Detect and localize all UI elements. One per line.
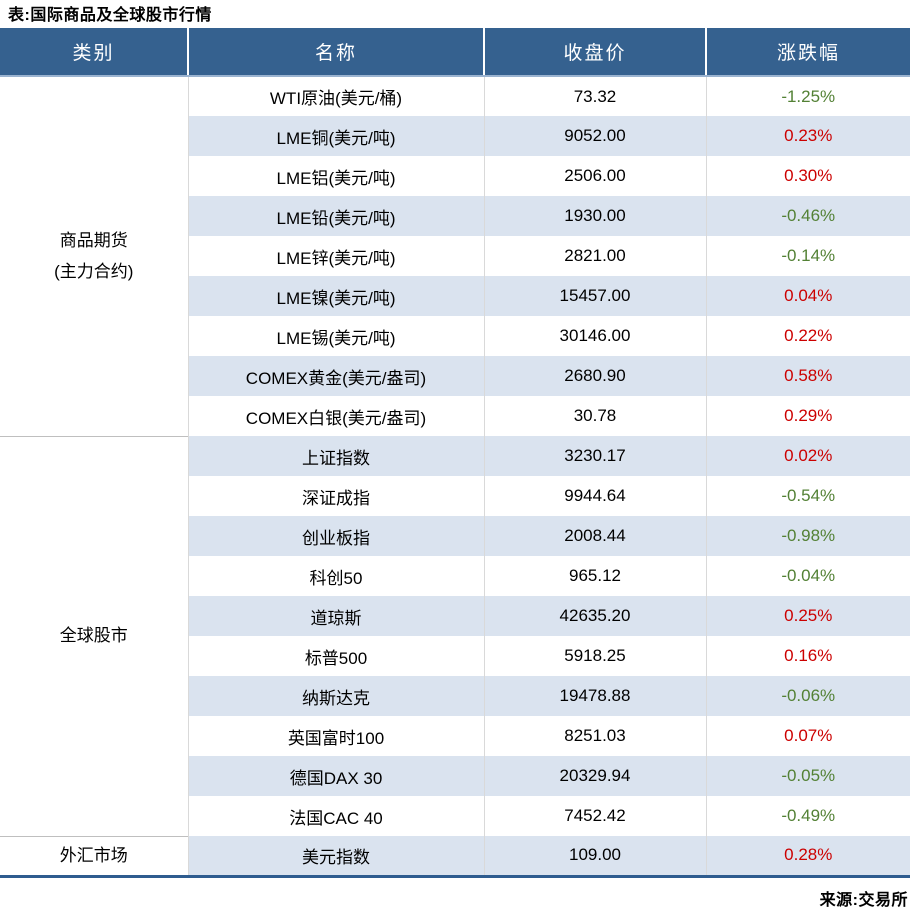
- change-cell: -0.46%: [705, 196, 910, 236]
- category-label-line: 外汇市场: [59, 845, 128, 865]
- name-cell: 美元指数: [188, 836, 484, 878]
- name-cell: COMEX白银(美元/盎司): [188, 396, 484, 436]
- table-row: 纳斯达克 19478.88 -0.06%: [0, 676, 910, 716]
- table-row: LME铜(美元/吨) 9052.00 0.23%: [0, 116, 910, 156]
- table-body: 商品期货 (主力合约) WTI原油(美元/桶) 73.32 -1.25% LME铜(美元/…: [0, 76, 910, 878]
- header-cell-close: 收盘价: [483, 28, 706, 77]
- name-cell: 德国DAX 30: [188, 756, 484, 796]
- table-row: LME镍(美元/吨) 15457.00 0.04%: [0, 276, 910, 316]
- close-cell: 1930.00: [483, 196, 706, 236]
- name-cell: 道琼斯: [188, 596, 484, 636]
- table-row: COMEX黄金(美元/盎司) 2680.90 0.58%: [0, 356, 910, 396]
- change-cell: 0.58%: [705, 356, 910, 396]
- table-row: 商品期货 (主力合约) WTI原油(美元/桶) 73.32 -1.25%: [0, 76, 910, 436]
- close-cell: 965.12: [483, 556, 706, 596]
- change-cell: 0.04%: [705, 276, 910, 316]
- category-cell: 全球股市: [0, 435, 189, 836]
- name-cell: LME锡(美元/吨): [188, 316, 484, 356]
- table-row: 德国DAX 30 20329.94 -0.05%: [0, 756, 910, 796]
- change-cell: 0.23%: [705, 116, 910, 156]
- category-cell: 商品期货 (主力合约): [0, 76, 189, 436]
- table-row: LME锡(美元/吨) 30146.00 0.22%: [0, 316, 910, 356]
- source-note: 来源:交易所: [819, 891, 908, 909]
- change-cell: -0.04%: [705, 556, 910, 596]
- change-cell: -0.05%: [705, 756, 910, 796]
- table-row: 创业板指 2008.44 -0.98%: [0, 516, 910, 556]
- change-cell: -1.25%: [705, 76, 910, 116]
- market-table: 类别 名称 收盘价 涨跌幅 商品期货 (主力合约) WTI原油(美元/桶) 73.32…: [0, 28, 910, 878]
- close-cell: 5918.25: [483, 636, 706, 676]
- table-row: 英国富时100 8251.03 0.07%: [0, 716, 910, 756]
- page-title: 表:国际商品及全球股市行情: [8, 7, 212, 24]
- close-cell: 19478.88: [483, 676, 706, 716]
- name-cell: 上证指数: [188, 436, 484, 476]
- table-row: 科创50 965.12 -0.04%: [0, 556, 910, 596]
- name-cell: WTI原油(美元/桶): [188, 76, 484, 116]
- close-cell: 9944.64: [483, 476, 706, 516]
- close-cell: 20329.94: [483, 756, 706, 796]
- close-cell: 2821.00: [483, 236, 706, 276]
- change-cell: 0.07%: [705, 716, 910, 756]
- close-cell: 2008.44: [483, 516, 706, 556]
- close-cell: 7452.42: [483, 796, 706, 836]
- name-cell: COMEX黄金(美元/盎司): [188, 356, 484, 396]
- name-cell: 深证成指: [188, 476, 484, 516]
- table-row: 外汇市场 美元指数 109.00 0.28%: [0, 835, 910, 878]
- change-cell: -0.49%: [705, 796, 910, 836]
- table-row: 全球股市 上证指数 3230.17 0.02%: [0, 435, 910, 836]
- change-cell: 0.28%: [705, 836, 910, 878]
- table-row: 道琼斯 42635.20 0.25%: [0, 596, 910, 636]
- name-cell: LME铜(美元/吨): [188, 116, 484, 156]
- change-cell: 0.22%: [705, 316, 910, 356]
- name-cell: 创业板指: [188, 516, 484, 556]
- change-cell: -0.54%: [705, 476, 910, 516]
- header-row: 类别 名称 收盘价 涨跌幅: [0, 28, 910, 77]
- change-cell: -0.14%: [705, 236, 910, 276]
- change-cell: 0.30%: [705, 156, 910, 196]
- close-cell: 30146.00: [483, 316, 706, 356]
- name-cell: LME锌(美元/吨): [188, 236, 484, 276]
- table-row: 法国CAC 40 7452.42 -0.49%: [0, 796, 910, 836]
- table-row: 标普500 5918.25 0.16%: [0, 636, 910, 676]
- close-cell: 2680.90: [483, 356, 706, 396]
- name-cell: 法国CAC 40: [188, 796, 484, 836]
- category-cell: 外汇市场: [0, 835, 189, 878]
- name-cell: LME铅(美元/吨): [188, 196, 484, 236]
- category-label-line: 全球股市: [59, 626, 128, 646]
- close-cell: 2506.00: [483, 156, 706, 196]
- change-cell: -0.06%: [705, 676, 910, 716]
- change-cell: 0.02%: [705, 436, 910, 476]
- table-row: COMEX白银(美元/盎司) 30.78 0.29%: [0, 396, 910, 436]
- name-cell: LME铝(美元/吨): [188, 156, 484, 196]
- header-cell-change: 涨跌幅: [705, 28, 910, 77]
- close-cell: 8251.03: [483, 716, 706, 756]
- change-cell: 0.25%: [705, 596, 910, 636]
- category-label-line: (主力合约): [54, 262, 134, 282]
- table-row: 深证成指 9944.64 -0.54%: [0, 476, 910, 516]
- close-cell: 3230.17: [483, 436, 706, 476]
- change-cell: 0.29%: [705, 396, 910, 436]
- header-cell-name: 名称: [187, 28, 484, 77]
- name-cell: LME镍(美元/吨): [188, 276, 484, 316]
- close-cell: 9052.00: [483, 116, 706, 156]
- table-row: LME锌(美元/吨) 2821.00 -0.14%: [0, 236, 910, 276]
- table-header: 类别 名称 收盘价 涨跌幅: [0, 28, 910, 77]
- header-cell-category: 类别: [0, 28, 188, 77]
- close-cell: 15457.00: [483, 276, 706, 316]
- name-cell: 科创50: [188, 556, 484, 596]
- table-row: LME铝(美元/吨) 2506.00 0.30%: [0, 156, 910, 196]
- category-label-line: 商品期货: [59, 230, 128, 250]
- change-cell: 0.16%: [705, 636, 910, 676]
- change-cell: -0.98%: [705, 516, 910, 556]
- name-cell: 纳斯达克: [188, 676, 484, 716]
- close-cell: 30.78: [483, 396, 706, 436]
- close-cell: 73.32: [483, 76, 706, 116]
- close-cell: 42635.20: [483, 596, 706, 636]
- table-row: LME铅(美元/吨) 1930.00 -0.46%: [0, 196, 910, 236]
- name-cell: 标普500: [188, 636, 484, 676]
- name-cell: 英国富时100: [188, 716, 484, 756]
- close-cell: 109.00: [483, 836, 706, 878]
